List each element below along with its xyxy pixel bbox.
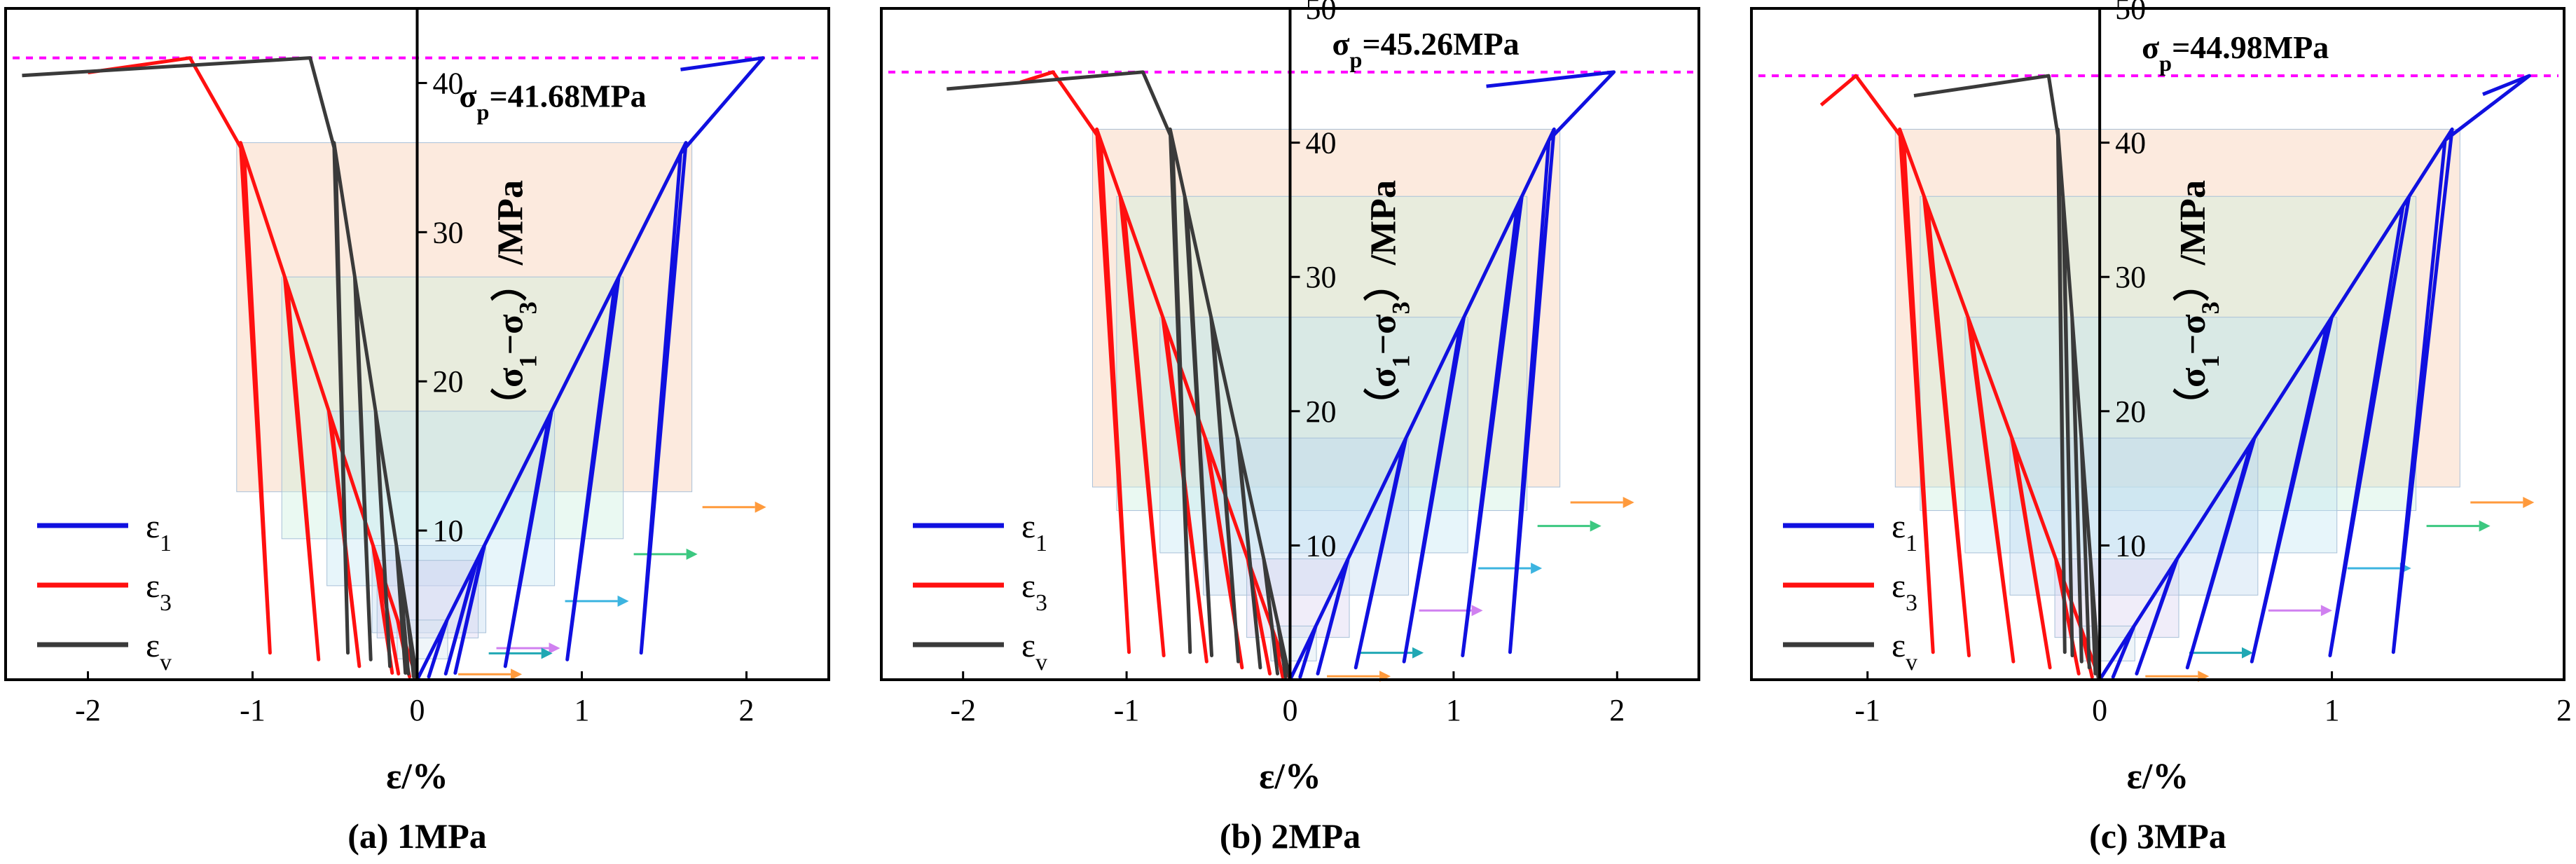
y-axis-title: （σ1−σ3）/MPa: [490, 180, 542, 424]
x-tick-label: -1: [240, 693, 266, 727]
y-tick-label: 40: [2115, 126, 2146, 160]
curve-eps3: [88, 56, 419, 680]
x-tick-label: 0: [410, 693, 425, 727]
plot-frame: [1750, 7, 2565, 681]
x-tick-label: -1: [1114, 693, 1140, 727]
cycle-arrowhead-9: [549, 642, 560, 654]
cycle-arrowhead-4: [511, 668, 523, 680]
cycle-arrowhead-27: [686, 548, 698, 560]
cycle-band-27: [1964, 317, 2338, 554]
legend-label: ε1: [1892, 508, 1917, 556]
curve-eps1: [2098, 74, 2531, 681]
x-tick-label: 1: [574, 693, 590, 727]
cycle-band-36: [1920, 196, 2417, 512]
cycle-arrowhead-36: [755, 501, 766, 513]
cycle-band-41: [1091, 128, 1561, 488]
curve-eps1: [415, 56, 765, 681]
curve-epsv: [22, 56, 419, 680]
cycle-arrowhead-41: [1623, 497, 1634, 509]
x-tick-label: -1: [1854, 693, 1880, 727]
legend-label: εv: [1021, 627, 1047, 676]
cycle-band-18: [1203, 437, 1410, 596]
cycle-arrowhead-9: [1412, 647, 1424, 659]
cycle-arrowhead-8: [541, 647, 553, 659]
y-tick-label: 10: [1306, 528, 1337, 563]
peak-label: σp=44.98MPa: [2142, 29, 2329, 76]
legend-label: ε3: [146, 568, 172, 616]
cycle-arrowhead-41: [2523, 497, 2535, 509]
y-tick-label: 50: [1306, 0, 1337, 26]
cycle-arrowhead-18: [617, 595, 629, 607]
curve-eps1: [1288, 70, 1616, 681]
y-tick-label: 10: [2115, 528, 2146, 563]
panel-caption: (b) 2MPa: [1220, 816, 1361, 856]
cycle-band-8: [376, 560, 479, 638]
legend-label: ε3: [1892, 568, 1917, 616]
cycle-arrowhead-36: [1590, 520, 1602, 532]
y-axis-title: （σ1−σ3）/MPa: [1363, 180, 1415, 424]
curve-epsv: [946, 70, 1292, 680]
y-tick-label: 50: [2115, 0, 2146, 26]
legend-label: εv: [1892, 627, 1917, 676]
y-tick-label: 20: [2115, 395, 2146, 429]
y-tick-label: 30: [2115, 260, 2146, 294]
cycle-arrowhead-9: [2242, 647, 2254, 659]
x-tick-label: 1: [2324, 693, 2340, 727]
x-tick-label: 0: [2092, 693, 2107, 727]
peak-label: σp=41.68MPa: [460, 78, 647, 125]
y-tick-label: 40: [1306, 126, 1337, 160]
x-tick-label: -2: [75, 693, 101, 727]
y-tick-label: 30: [1306, 260, 1337, 294]
curve-epsv: [1913, 74, 2102, 680]
x-axis-title: ε/%: [386, 757, 448, 797]
cycle-band-9: [2054, 558, 2179, 638]
cycle-arrowhead-18: [1471, 605, 1483, 617]
x-tick-label: -2: [950, 693, 976, 727]
cycle-arrowhead-18: [2320, 605, 2332, 617]
y-axis-title: （σ1−σ3）/MPa: [2172, 180, 2224, 424]
panel-caption: (c) 3MPa: [2089, 816, 2226, 856]
cycle-arrowhead-27: [1531, 562, 1543, 574]
legend-label: εv: [146, 627, 172, 676]
curve-eps3: [1019, 70, 1292, 680]
x-tick-label: 2: [739, 693, 755, 727]
x-tick-label: 2: [2556, 693, 2572, 727]
legend-label: ε1: [146, 508, 172, 556]
x-tick-label: 2: [1609, 693, 1625, 727]
x-tick-label: 1: [1446, 693, 1461, 727]
x-axis-title: ε/%: [1259, 757, 1321, 797]
peak-label: σp=45.26MPa: [1332, 26, 1520, 72]
y-tick-label: 40: [433, 66, 464, 100]
cycle-band-27: [1159, 317, 1468, 554]
cycle-band-36: [236, 142, 693, 493]
y-tick-label: 20: [433, 364, 464, 399]
y-tick-label: 10: [433, 514, 464, 548]
x-axis-title: ε/%: [2127, 757, 2189, 797]
panel-caption: (a) 1MPa: [347, 816, 487, 856]
y-tick-label: 30: [433, 215, 464, 249]
legend-label: ε3: [1021, 568, 1047, 616]
panel-c: -1 0 1 2 10 20 30 40 50 σp=44.98MPa （σ1−σ3）/MPa ε1 ε…: [1750, 0, 2572, 856]
legend-label: ε1: [1021, 508, 1047, 556]
cycle-arrowhead-36: [2479, 520, 2491, 532]
x-tick-label: 0: [1283, 693, 1298, 727]
y-tick-label: 20: [1306, 395, 1337, 429]
